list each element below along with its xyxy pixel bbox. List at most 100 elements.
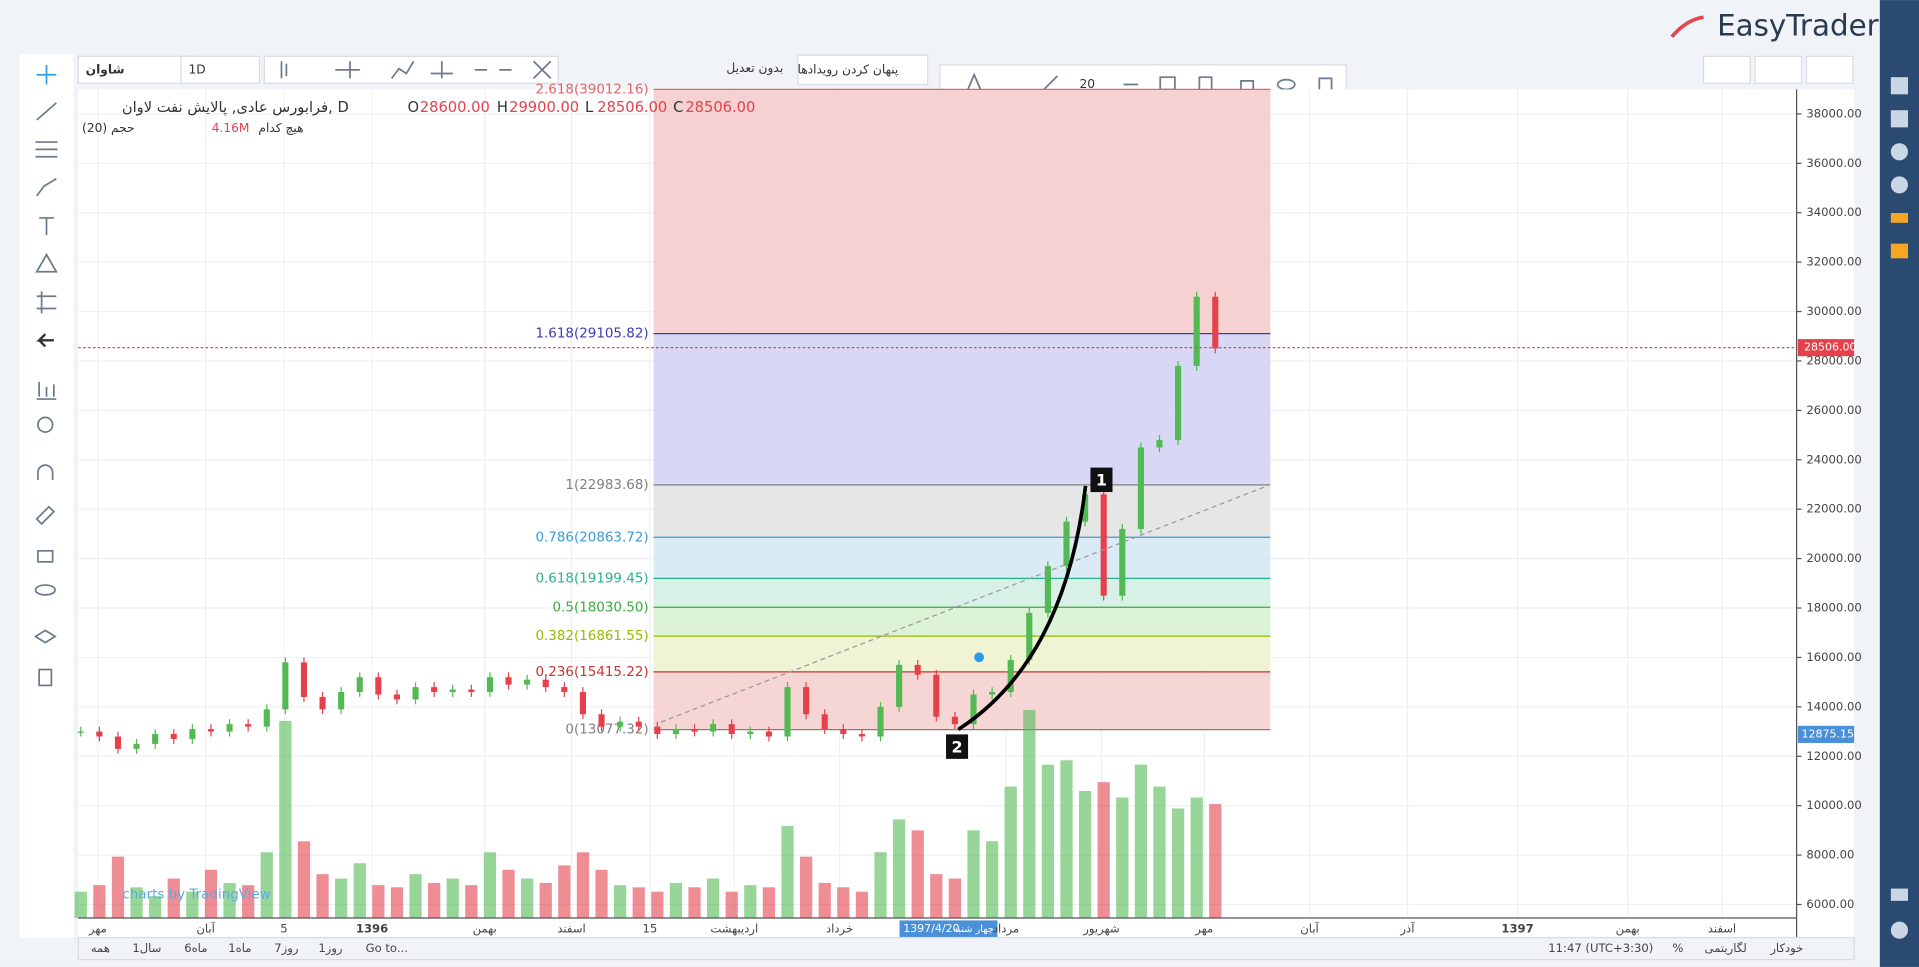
volume-bar [669, 882, 683, 918]
hide-events-btn[interactable] [797, 54, 929, 86]
fib-zone [653, 636, 1271, 672]
candle [561, 687, 568, 693]
candle [189, 729, 196, 739]
volume-bar [186, 891, 199, 918]
volume-bar [855, 891, 869, 918]
sidebar-icons [1890, 77, 1908, 939]
fib-label: 0.236(15415.22) [535, 665, 648, 680]
watermark: charts by TradingView [122, 888, 270, 903]
fib-zone [653, 578, 1271, 608]
range-button[interactable]: 1روز [318, 941, 342, 956]
candle [412, 687, 419, 700]
top-right-buttons[interactable] [1702, 55, 1854, 84]
candle [617, 721, 624, 727]
left-toolbar [19, 53, 74, 938]
bottom-goto[interactable]: Go to... [366, 941, 408, 955]
price-tick-label: 14000.00 [1806, 699, 1861, 713]
volume-bar [930, 874, 943, 918]
range-button[interactable]: همه [91, 941, 110, 955]
volume-bar [539, 882, 552, 918]
candle [263, 709, 270, 727]
volume-bar [576, 852, 590, 918]
volume-bar [74, 891, 87, 918]
volume-bar [1171, 808, 1185, 918]
volume-bar [632, 887, 645, 918]
time-tick-label: 1396 [356, 921, 388, 935]
volume-ma: هیچ کدام [258, 121, 303, 135]
volume-bar [651, 891, 664, 918]
range-button[interactable]: 1ماه [228, 941, 251, 955]
time-tick-label: مرداد [993, 921, 1019, 936]
range-button[interactable]: 1سال [132, 941, 161, 955]
candle [672, 729, 679, 735]
candle [728, 724, 735, 735]
time-tick-label: بهمن [473, 921, 497, 936]
candle [96, 731, 103, 737]
fib-label: 0(13077.32) [565, 723, 648, 738]
candle [691, 729, 698, 732]
price-tick-label: 30000.00 [1806, 304, 1861, 318]
price-tick-label: 32000.00 [1806, 255, 1861, 269]
interval-box[interactable] [180, 55, 261, 84]
candle [1193, 296, 1200, 366]
volume-bar [1041, 764, 1055, 918]
volume-bar [707, 878, 720, 918]
chart-tools[interactable] [263, 55, 559, 84]
ohlc-label: O [408, 99, 420, 116]
candle [747, 731, 754, 735]
candle [1100, 494, 1107, 596]
adjust[interactable]: بدون تعدیل [726, 61, 783, 76]
volume-bar [446, 878, 459, 918]
volume-bar [1134, 764, 1148, 918]
price-tick-label: 12000.00 [1806, 749, 1861, 763]
curve [957, 485, 1088, 732]
volume-bar [595, 869, 608, 918]
fib-zone [653, 537, 1271, 579]
fib-zone [653, 484, 1271, 538]
volume-bar [892, 819, 906, 918]
ohlc-label: H [497, 99, 508, 116]
volume-bar [223, 882, 236, 918]
bottom-auto[interactable]: خودکار [1769, 941, 1803, 956]
candle [542, 679, 549, 688]
bottom-log[interactable]: لگاریتمی [1705, 941, 1747, 956]
volume-bar [1097, 782, 1110, 918]
ohlc-value: 29900.00 [509, 99, 579, 116]
ohlc-value: 28506.00 [597, 99, 667, 116]
candle [1137, 447, 1144, 529]
candle [1007, 659, 1014, 693]
time-tick-label: آبان [196, 921, 215, 935]
range-button[interactable]: 6ماه [184, 941, 207, 955]
fib-label: 0.786(20863.72) [535, 530, 648, 545]
volume-bar [818, 882, 831, 918]
candle [1119, 528, 1126, 596]
price-tick-label: 38000.00 [1806, 106, 1861, 120]
bottom-percent[interactable]: % [1672, 941, 1683, 955]
time-tick-label: اسفند [557, 921, 585, 935]
candle [858, 734, 865, 737]
bottom-time[interactable]: 11:47 (UTC+3:30) [1548, 941, 1653, 955]
candle [821, 714, 828, 730]
price-tick-label: 10000.00 [1806, 798, 1861, 812]
price-tick-label: 8000.00 [1806, 848, 1854, 862]
candle [282, 662, 289, 710]
volume-bar [260, 852, 273, 918]
volume-bar [744, 885, 757, 918]
marker-box [946, 734, 969, 759]
volume-bar [781, 825, 794, 918]
fib-label: 0.382(16861.55) [535, 629, 648, 644]
volume-bar [948, 878, 962, 918]
fib-label: 0.618(19199.45) [535, 571, 648, 586]
ohlc-value: 28600.00 [420, 99, 490, 116]
drawing-tools[interactable] [33, 64, 58, 687]
volume-bar [837, 887, 850, 918]
range-button[interactable]: 7روز [274, 941, 298, 956]
volume-bar [614, 885, 627, 918]
candle [505, 677, 512, 685]
font-size: 20 [1079, 77, 1095, 91]
symbol-box[interactable] [77, 55, 196, 84]
candle [989, 692, 996, 695]
candle [1156, 440, 1163, 448]
volume-bar [502, 869, 515, 918]
